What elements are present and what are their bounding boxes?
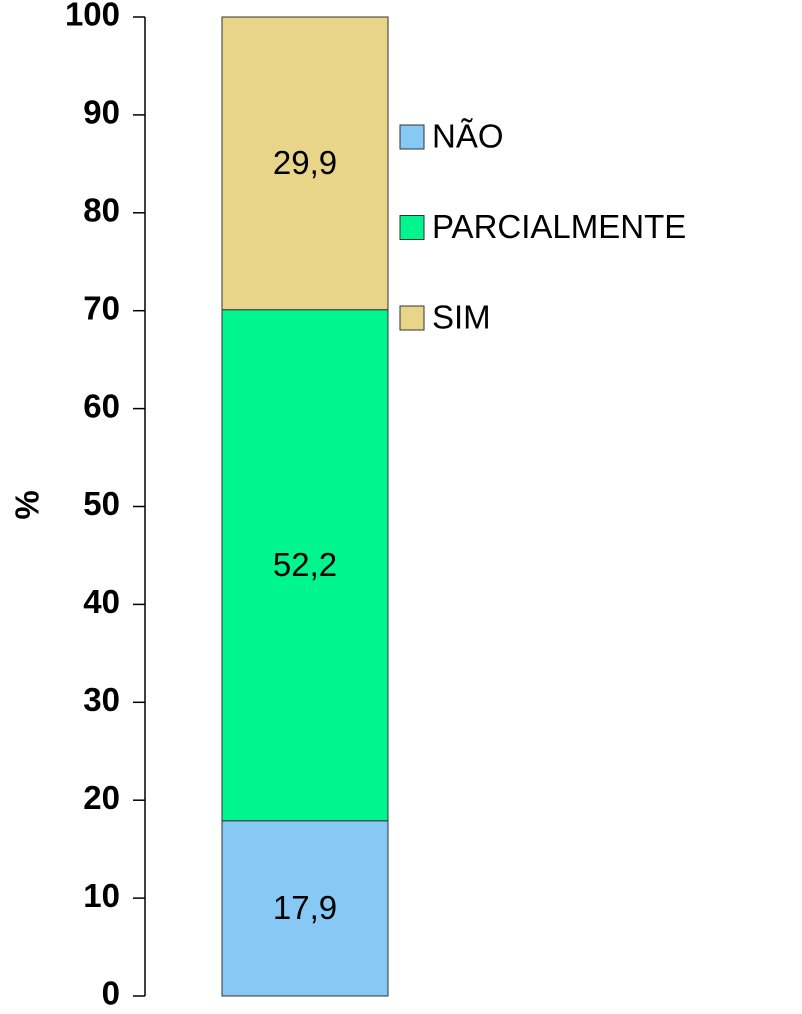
value-label: 52,2 — [273, 546, 337, 583]
y-tick-label: 60 — [83, 387, 120, 424]
legend-swatch — [399, 124, 425, 150]
value-label: 17,9 — [273, 889, 337, 926]
y-tick-label: 90 — [83, 94, 120, 131]
y-tick-label: 50 — [83, 485, 120, 522]
y-tick-label: 100 — [65, 0, 120, 33]
legend-label: SIM — [432, 299, 491, 336]
legend-label: NÃO — [432, 118, 504, 155]
y-tick-label: 70 — [83, 289, 120, 326]
legend-swatch — [399, 305, 425, 331]
value-label: 29,9 — [273, 144, 337, 181]
bar-segment — [221, 16, 389, 311]
bar-segment — [221, 309, 389, 822]
y-tick-label: 30 — [83, 681, 120, 718]
y-axis-label: % — [9, 490, 46, 519]
y-tick-label: 80 — [83, 192, 120, 229]
legend-label: PARCIALMENTE — [432, 208, 686, 245]
legend-swatch — [399, 215, 425, 240]
bar-segment — [221, 820, 389, 997]
y-tick-label: 0 — [102, 975, 120, 1012]
y-tick-label: 20 — [83, 779, 120, 816]
y-tick-label: 40 — [83, 583, 120, 620]
y-tick-label: 10 — [83, 877, 120, 914]
